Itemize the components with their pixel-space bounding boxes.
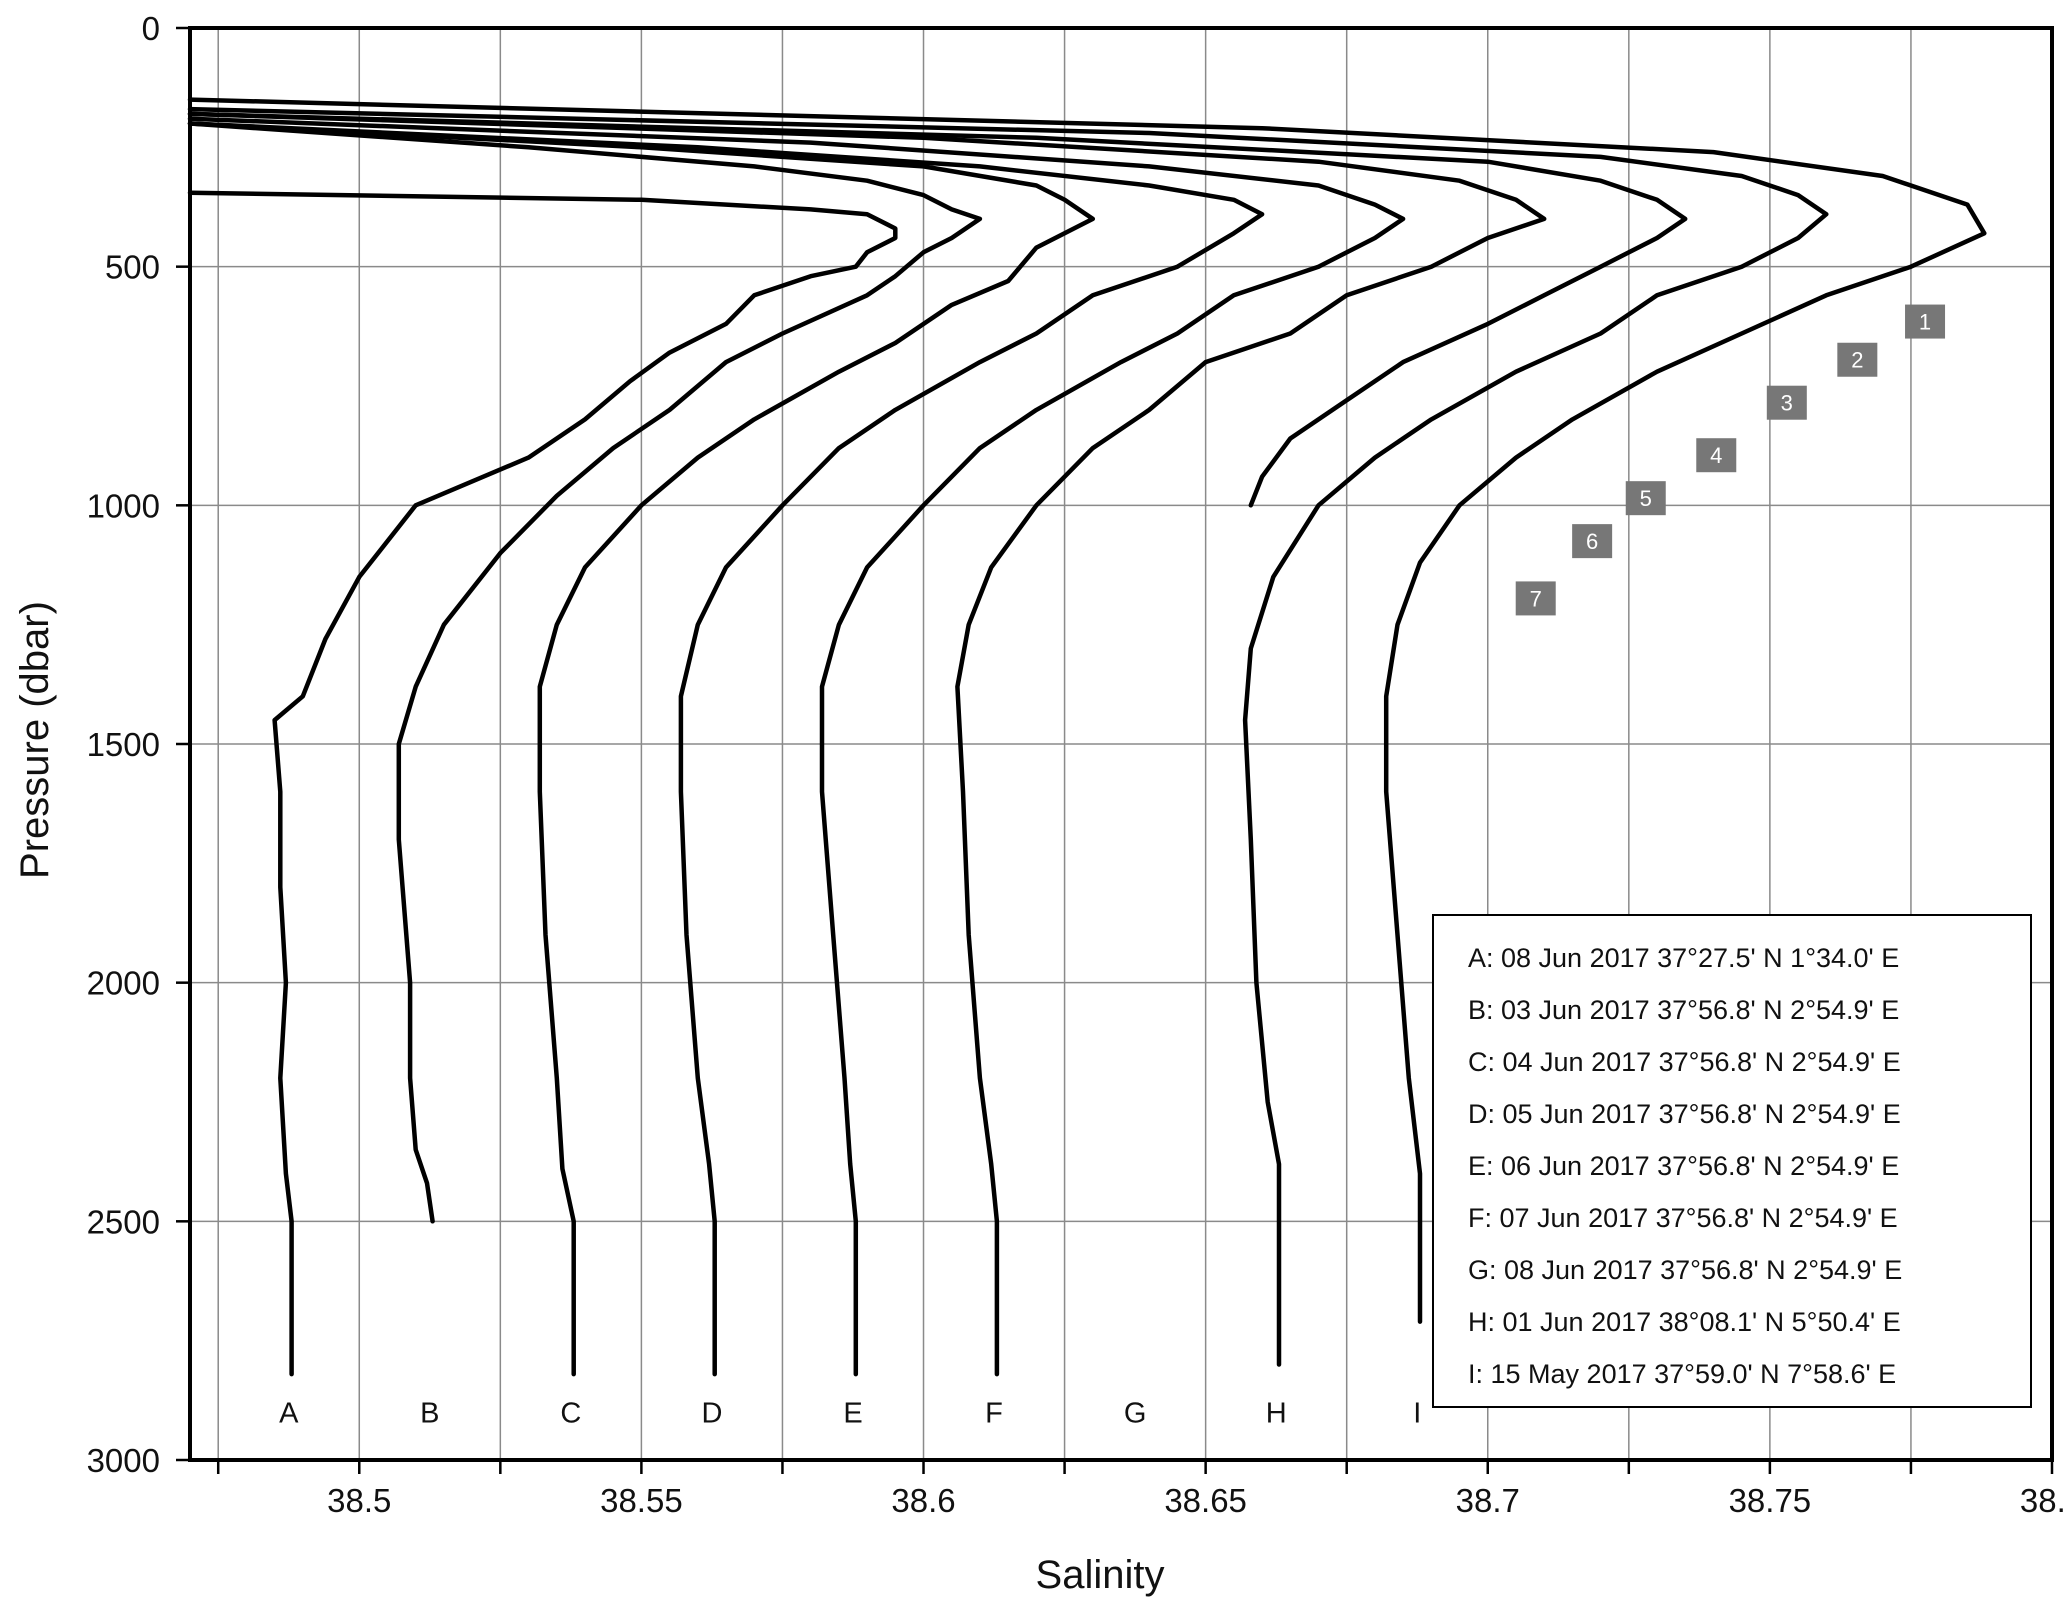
profile-labels: A B C D E F G H I [279, 1397, 1421, 1429]
x-tick-label: 38.8 [2020, 1482, 2067, 1519]
legend-entry-i: I: 15 May 2017 37°59.0' N 7°58.6' E [1468, 1359, 1896, 1389]
profile-label-g: G [1124, 1397, 1147, 1429]
profile-label-i: I [1413, 1397, 1421, 1429]
y-tick-label: 0 [142, 10, 160, 47]
profile-line-d [187, 121, 1265, 1377]
profile-line-b [187, 121, 983, 1224]
profile-label-a: A [279, 1397, 299, 1429]
marker-label: 7 [1530, 586, 1542, 611]
marker-5: 5 [1625, 481, 1666, 516]
legend-entry-e: E: 06 Jun 2017 37°56.8' N 2°54.9' E [1468, 1151, 1899, 1181]
marker-4: 4 [1696, 438, 1737, 473]
legend-entry-b: B: 03 Jun 2017 37°56.8' N 2°54.9' E [1468, 995, 1899, 1025]
profile-label-e: E [843, 1397, 862, 1429]
legend-entry-c: C: 04 Jun 2017 37°56.8' N 2°54.9' E [1468, 1047, 1901, 1077]
profile-line-i [187, 97, 1987, 1324]
y-tick-label: 1500 [87, 726, 160, 763]
legend-entry-g: G: 08 Jun 2017 37°56.8' N 2°54.9' E [1468, 1255, 1902, 1285]
legend-entry-a: A: 08 Jun 2017 37°27.5' N 1°34.0' E [1468, 943, 1899, 973]
x-tick-label: 38.7 [1456, 1482, 1520, 1519]
profile-line-g [187, 111, 1688, 508]
marker-7: 7 [1515, 581, 1556, 616]
marker-label: 3 [1781, 391, 1793, 416]
profile-line-h [187, 106, 1829, 1367]
marker-box [1625, 481, 1666, 516]
x-tick-label: 38.55 [600, 1482, 683, 1519]
y-tick-label: 500 [105, 249, 160, 286]
marker-label: 5 [1640, 486, 1652, 511]
profile-label-h: H [1266, 1397, 1287, 1429]
legend-entry-d: D: 05 Jun 2017 37°56.8' N 2°54.9' E [1468, 1099, 1901, 1129]
profile-label-c: C [560, 1397, 581, 1429]
y-tick-label: 2000 [87, 965, 160, 1002]
marker-3: 3 [1766, 385, 1807, 420]
marker-box [1837, 342, 1878, 377]
legend-entry-f: F: 07 Jun 2017 37°56.8' N 2°54.9' E [1468, 1203, 1898, 1233]
marker-1: 1 [1905, 304, 1946, 339]
marker-box [1766, 385, 1807, 420]
profile-label-b: B [420, 1397, 439, 1429]
x-tick-label: 38.6 [891, 1482, 955, 1519]
marker-label: 4 [1710, 443, 1722, 468]
legend-entry-h: H: 01 Jun 2017 38°08.1' N 5°50.4' E [1468, 1307, 1901, 1337]
x-tick-label: 38.5 [327, 1482, 391, 1519]
marker-box [1572, 524, 1613, 559]
axis-ticks: 0 500 1000 1500 2000 2500 3000 38.5 38.55 38.6 38.… [87, 10, 2067, 1519]
profile-label-d: D [701, 1397, 722, 1429]
marker-2: 2 [1837, 342, 1878, 377]
x-tick-label: 38.65 [1164, 1482, 1247, 1519]
x-axis-title: Salinity [1036, 1553, 1165, 1597]
marker-6: 6 [1572, 524, 1613, 559]
marker-label: 1 [1919, 310, 1931, 335]
legend-box [1432, 914, 2032, 1408]
profile-lines [187, 97, 1987, 1377]
numbered-markers: 1 2 3 4 5 6 7 [1515, 304, 1946, 616]
y-tick-label: 2500 [87, 1203, 160, 1240]
profile-line-f [187, 111, 1547, 1377]
marker-label: 6 [1586, 529, 1598, 554]
legend: A: 08 Jun 2017 37°27.5' N 1°34.0' E B: 0… [1432, 914, 2032, 1408]
profile-line-e [187, 116, 1406, 1377]
x-tick-label: 38.75 [1729, 1482, 1812, 1519]
marker-box [1905, 304, 1946, 339]
y-tick-label: 3000 [87, 1442, 160, 1479]
y-tick-label: 1000 [87, 487, 160, 524]
marker-box [1515, 581, 1556, 616]
marker-label: 2 [1851, 348, 1863, 373]
marker-box [1696, 438, 1737, 473]
profile-line-c [187, 121, 1096, 1377]
profile-label-f: F [985, 1397, 1003, 1429]
y-axis-title: Pressure (dbar) [13, 601, 57, 879]
profile-line-a [187, 190, 898, 1377]
